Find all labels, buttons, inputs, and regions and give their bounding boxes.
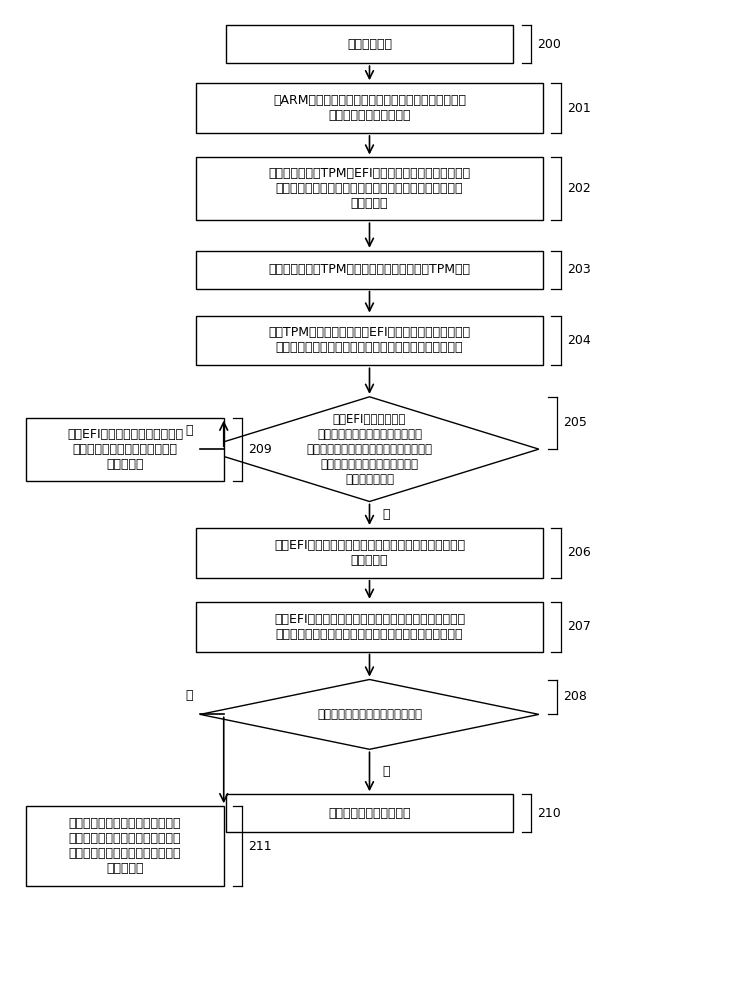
Text: 加载EFI的初始化模块以及服务器上电到操作引导阶段的
代码和数据: 加载EFI的初始化模块以及服务器上电到操作引导阶段的 代码和数据 (274, 539, 465, 567)
Text: 210: 210 (537, 807, 561, 820)
Text: 判断EFI的初始化模块
以及服务器上电到操作引导阶段的
代码和数据的第二固定长度哈希值与基准
数字签名中对应的第一固定长度
哈希值是否一致: 判断EFI的初始化模块 以及服务器上电到操作引导阶段的 代码和数据的第二固定长度… (307, 413, 432, 486)
Text: 度量硬件信息、TPM、EFI的初始化模块、服务器上电到
操作引导阶段的代码和数据以及驱动文件和设备文件的基
准数字签名: 度量硬件信息、TPM、EFI的初始化模块、服务器上电到 操作引导阶段的代码和数据… (268, 167, 471, 210)
Text: 否: 否 (185, 689, 193, 702)
Text: 为ARM处理器划分出安全存储空间，将硬件信息作为信
任根存储于安全存储空间: 为ARM处理器划分出安全存储空间，将硬件信息作为信 任根存储于安全存储空间 (273, 94, 466, 122)
Text: 确定哈希算法: 确定哈希算法 (347, 38, 392, 51)
Text: 206: 206 (567, 546, 590, 559)
FancyBboxPatch shape (197, 157, 542, 220)
FancyBboxPatch shape (197, 528, 542, 578)
FancyBboxPatch shape (197, 316, 542, 365)
Text: 利用EFI的初始化模块以及服务器上电到操作引导阶段代
码度量驱动执行环境和驱动程序中的驱动文件和设备文件: 利用EFI的初始化模块以及服务器上电到操作引导阶段代 码度量驱动执行环境和驱动程… (274, 613, 465, 641)
Polygon shape (200, 397, 539, 501)
FancyBboxPatch shape (197, 602, 542, 652)
Polygon shape (200, 680, 539, 749)
FancyBboxPatch shape (27, 806, 224, 886)
Text: 否: 否 (185, 424, 193, 437)
Text: 是: 是 (383, 508, 390, 521)
Text: 202: 202 (567, 182, 590, 195)
Text: 209: 209 (248, 443, 272, 456)
Text: 判断驱动文件和设备文件是否完整: 判断驱动文件和设备文件是否完整 (317, 708, 422, 721)
Text: 不对EFI的初始化模块以及服务器
上电到操作引导阶段的代码和数
据进行加载: 不对EFI的初始化模块以及服务器 上电到操作引导阶段的代码和数 据进行加载 (67, 428, 183, 471)
Text: 是: 是 (383, 765, 390, 778)
Text: 205: 205 (563, 416, 587, 429)
Text: 201: 201 (567, 102, 590, 115)
FancyBboxPatch shape (226, 794, 513, 832)
Text: 211: 211 (248, 840, 272, 853)
Text: 204: 204 (567, 334, 590, 347)
Text: 利用TPM和哈希算法，计算EFI的初始化模块以及服务器
上电到操作引导阶段的代码和数据的第二固定长度哈希值: 利用TPM和哈希算法，计算EFI的初始化模块以及服务器 上电到操作引导阶段的代码… (268, 326, 471, 354)
FancyBboxPatch shape (197, 83, 542, 133)
Text: 基于信任根开启TPM，进行加电自检，并确定TPM可用: 基于信任根开启TPM，进行加电自检，并确定TPM可用 (268, 263, 471, 276)
FancyBboxPatch shape (27, 418, 224, 481)
FancyBboxPatch shape (226, 25, 513, 63)
Text: 207: 207 (567, 620, 590, 633)
Text: 200: 200 (537, 38, 561, 51)
Text: 203: 203 (567, 263, 590, 276)
Text: 不加载驱动文件和设备文件，发出
提示信息，并以授权的形式由用户
选择执行关闭可信启动功能或者人
工手动干预: 不加载驱动文件和设备文件，发出 提示信息，并以授权的形式由用户 选择执行关闭可信… (69, 817, 181, 875)
Text: 208: 208 (563, 690, 587, 703)
FancyBboxPatch shape (197, 251, 542, 289)
Text: 加载驱动文件和设备文件: 加载驱动文件和设备文件 (328, 807, 411, 820)
